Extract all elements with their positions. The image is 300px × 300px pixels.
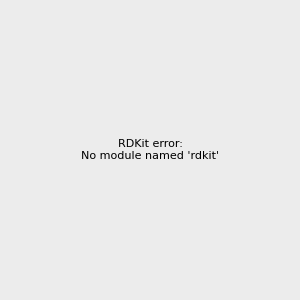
Text: RDKit error:
No module named 'rdkit': RDKit error: No module named 'rdkit' — [81, 139, 219, 161]
